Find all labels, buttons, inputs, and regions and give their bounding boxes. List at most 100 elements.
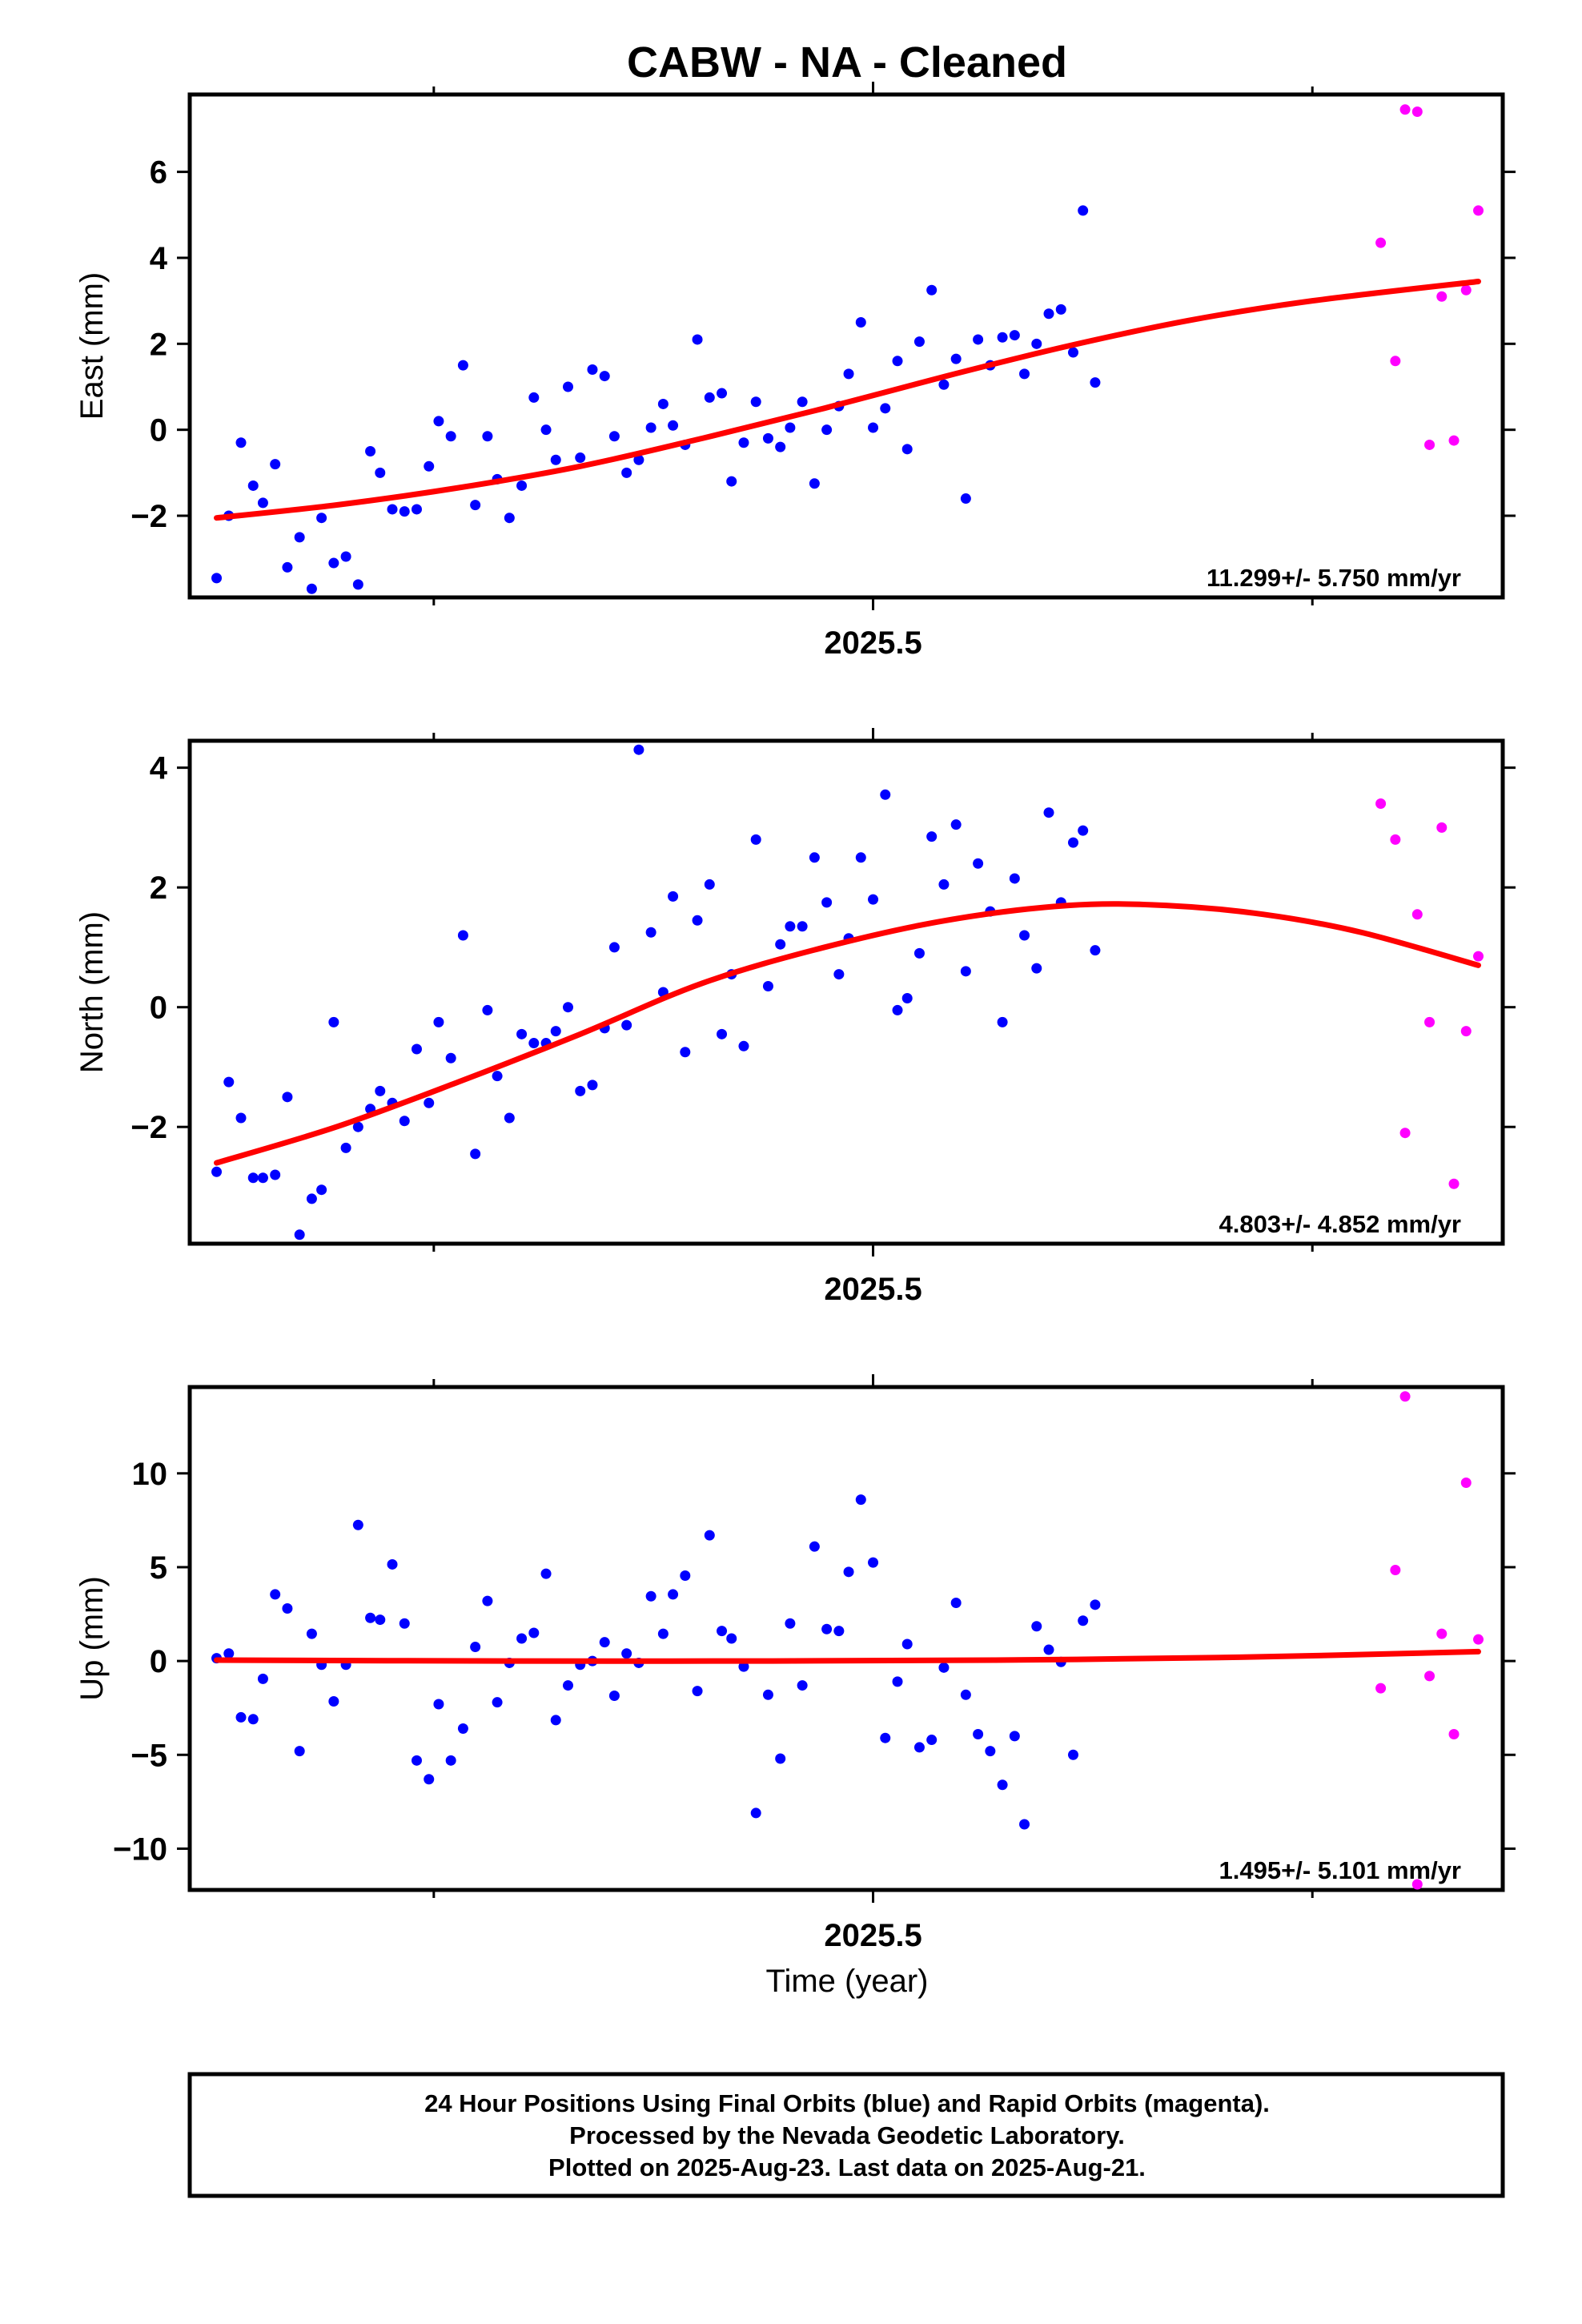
up-final-point [1067,1749,1078,1760]
up-final-point [645,1590,656,1602]
east-final-point [306,583,317,594]
north-y-tick-label: 2 [150,870,167,906]
up-final-point [294,1746,305,1757]
east-final-point [235,437,247,448]
north-final-point [411,1043,422,1055]
up-final-point [445,1755,456,1766]
up-final-point [901,1638,913,1650]
east-final-point [470,500,481,511]
north-final-point [892,1004,903,1015]
up-final-point [926,1735,938,1746]
footer-frame [187,2072,1505,2198]
up-rapid-point [1448,1729,1460,1740]
north-final-point [482,1004,493,1015]
north-final-point [950,819,962,830]
east-rapid-point [1460,284,1472,296]
north-final-point [621,1019,632,1031]
up-final-point [562,1680,573,1691]
north-final-point [680,1047,691,1058]
north-final-point [926,831,938,842]
up-final-point [833,1626,845,1637]
north-final-point [433,1016,444,1027]
up-final-point [997,1779,1008,1791]
north-final-point [1019,930,1030,941]
east-final-point [294,532,305,543]
up-final-point [868,1557,879,1568]
east-plot-frame [187,92,1505,600]
east-final-point [457,360,468,371]
north-final-point [340,1142,351,1153]
east-final-point [1009,330,1020,341]
up-final-point [247,1714,259,1725]
east-final-point [257,497,268,509]
east-final-point [211,573,223,584]
up-final-point [399,1618,410,1629]
east-final-point [868,422,879,433]
east-rapid-point [1473,205,1484,216]
east-final-point [855,316,866,328]
north-final-point [880,789,891,800]
north-panel: −2 0 2 4 2025.5 North (mm) 4.803+/- 4.852 mm/y… [74,728,1516,1307]
north-final-point [868,894,879,905]
up-y-tick-label: 5 [150,1550,167,1586]
up-final-point [717,1626,728,1637]
up-final-point [809,1541,820,1552]
east-final-point [668,420,679,431]
north-final-point [704,879,715,890]
footer-line-1: 24 Hour Positions Using Final Orbits (bl… [424,2089,1270,2117]
north-final-point [821,897,833,908]
up-final-point [608,1690,620,1701]
north-final-point [775,939,786,950]
north-y-tick-label: 4 [150,751,168,786]
east-final-point [352,579,363,590]
north-final-point [1009,873,1020,884]
north-y-tick-label: −2 [130,1110,167,1145]
north-rapid-point [1375,798,1387,809]
north-final-point [328,1016,339,1027]
east-final-point [717,388,728,399]
up-final-point [352,1519,363,1530]
north-final-point [282,1092,293,1103]
east-final-point [960,493,971,505]
north-final-point [516,1028,528,1039]
up-final-point [306,1628,317,1639]
up-final-point [375,1614,386,1626]
east-final-point [950,353,962,364]
north-plot-frame [187,738,1505,1246]
up-final-point [621,1648,632,1659]
east-final-point [880,403,891,414]
up-rapid-point [1399,1391,1411,1402]
up-y-tick-label: −10 [113,1831,167,1867]
up-final-point [692,1686,703,1697]
north-rapid-point [1448,1178,1460,1189]
up-final-point [540,1568,552,1579]
east-final-point [1067,347,1078,358]
east-final-point [433,416,444,427]
east-final-point [738,437,749,448]
up-final-point [470,1642,481,1653]
north-final-point [762,981,773,992]
chart-title: CABW - NA - Cleaned [627,38,1067,86]
east-final-point [445,431,456,442]
east-final-point [608,431,620,442]
up-rapid-point [1424,1671,1435,1682]
north-final-point [608,942,620,953]
up-final-point [938,1662,950,1673]
east-final-point [1019,368,1030,380]
east-final-point [270,459,281,470]
north-final-point [424,1097,435,1108]
east-final-point [482,431,493,442]
up-final-point [282,1603,293,1614]
east-final-point [997,332,1008,343]
north-rapid-point [1424,1016,1435,1027]
north-rapid-point [1399,1128,1411,1139]
east-final-point [821,424,833,436]
east-final-point [621,467,632,478]
up-final-point [785,1618,796,1629]
north-fit-curve [214,901,1482,1166]
north-final-point [247,1172,259,1184]
north-final-point [809,852,820,863]
east-final-point [645,422,656,433]
east-final-point [892,356,903,367]
east-final-point [599,371,610,382]
